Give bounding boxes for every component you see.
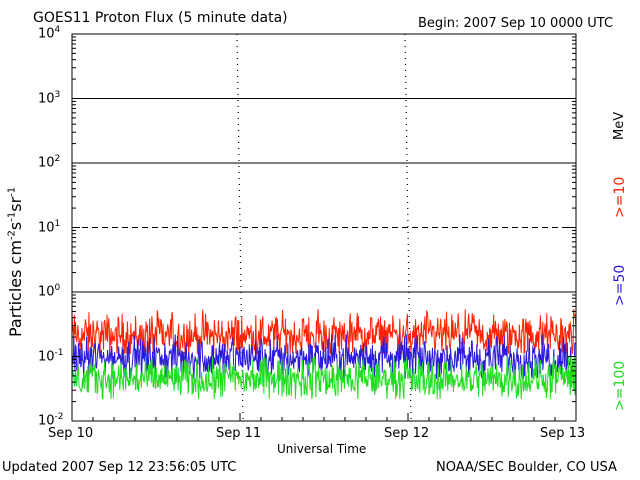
grid-lines (72, 33, 576, 422)
credit-label: NOAA/SEC Boulder, CO USA (436, 460, 617, 475)
y-axis-title-exp-s: -1 (6, 211, 18, 222)
y-tick-label-3: 101 (38, 218, 61, 235)
y-tick-base: 10 (38, 348, 55, 364)
x-axis-title: Universal Time (277, 442, 367, 456)
y-tick-exponent: 4 (54, 25, 61, 35)
y-tick-base: 10 (38, 219, 55, 235)
y-axis-title: Particles cm-2s-1sr-1 (6, 187, 25, 337)
y-tick-label-4: 102 (38, 154, 61, 171)
y-tick-label-6: 104 (38, 25, 61, 42)
y-tick-exponent: -2 (54, 412, 64, 422)
x-tick-label-1: Sep 11 (216, 426, 262, 441)
y-axis-title-exp-cm: -2 (6, 230, 18, 241)
legend-ge50: >=50 (612, 264, 628, 306)
y-tick-base: 10 (38, 26, 55, 42)
begin-time-label: Begin: 2007 Sep 10 0000 UTC (418, 16, 614, 31)
y-tick-label-5: 103 (38, 89, 61, 106)
plot-frame (71, 33, 577, 422)
y-tick-label-1: 10-1 (38, 347, 64, 364)
legend-ge100: >=100 (612, 360, 628, 411)
chart-title: GOES11 Proton Flux (5 minute data) (33, 10, 288, 26)
series-line-2 (71, 356, 577, 400)
y-axis-title-base: Particles cm (6, 240, 25, 337)
y-tick-base: 10 (38, 155, 55, 171)
x-tick-label-3: Sep 13 (540, 426, 586, 441)
series-line-0 (71, 308, 577, 356)
x-tick-label-0: Sep 10 (48, 426, 94, 441)
legend-ge10: >=10 (612, 176, 628, 218)
y-tick-base: 10 (38, 284, 55, 300)
y-tick-exponent: 1 (54, 218, 61, 229)
updated-timestamp: Updated 2007 Sep 12 23:56:05 UTC (2, 460, 237, 475)
y-axis-title-exp-sr: -1 (6, 186, 18, 197)
y-tick-label-0: 10-2 (38, 412, 64, 429)
y-tick-exponent: 0 (54, 283, 61, 293)
energy-unit-label: MeV (612, 111, 627, 140)
x-tick-label-2: Sep 12 (384, 426, 430, 441)
y-tick-exponent: 3 (54, 89, 61, 100)
y-axis-title-s: s (6, 221, 25, 231)
y-tick-base: 10 (38, 90, 55, 106)
y-tick-exponent: -1 (54, 347, 64, 358)
y-tick-base: 10 (38, 413, 55, 429)
y-axis-title-sr: sr (6, 196, 25, 212)
y-tick-label-2: 100 (38, 283, 61, 300)
y-tick-exponent: 2 (54, 154, 61, 164)
series-lines (71, 308, 577, 400)
